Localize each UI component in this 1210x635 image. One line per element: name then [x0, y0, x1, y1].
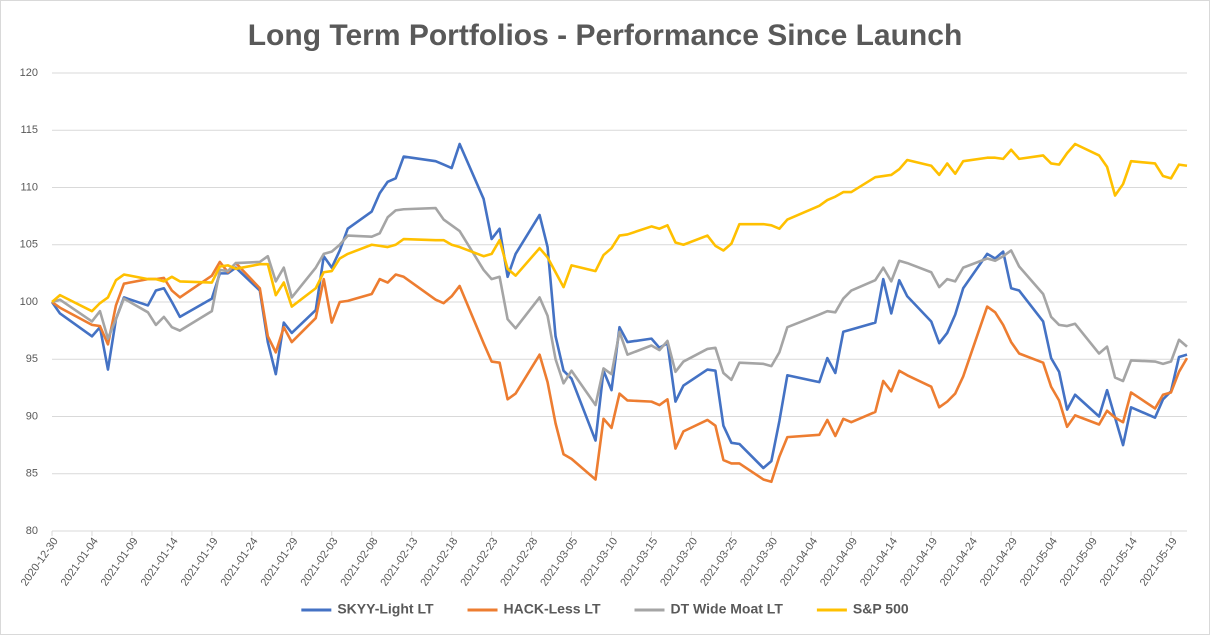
legend-label: DT Wide Moat LT [670, 601, 783, 617]
y-tick-label: 105 [20, 239, 38, 251]
series-line [51, 260, 1189, 484]
chart-title: Long Term Portfolios - Performance Since… [248, 19, 963, 52]
y-tick-label: 120 [20, 67, 38, 79]
y-tick-label: 80 [26, 525, 38, 537]
series-line [51, 206, 1188, 407]
y-tick-label: 85 [26, 468, 38, 480]
y-tick-label: 110 [20, 181, 38, 193]
y-tick-label: 90 [26, 410, 38, 422]
y-tick-label: 100 [20, 296, 38, 308]
legend-label: SKYY-Light LT [337, 601, 434, 617]
y-tick-label: 95 [26, 353, 38, 365]
legend: SKYY-Light LT HACK-Less LT DT Wide Moat LT… [301, 601, 909, 617]
legend-label: HACK-Less LT [504, 601, 601, 617]
series-line [51, 142, 1188, 313]
legend-label: S&P 500 [853, 601, 909, 617]
y-tick-label: 115 [20, 124, 38, 136]
